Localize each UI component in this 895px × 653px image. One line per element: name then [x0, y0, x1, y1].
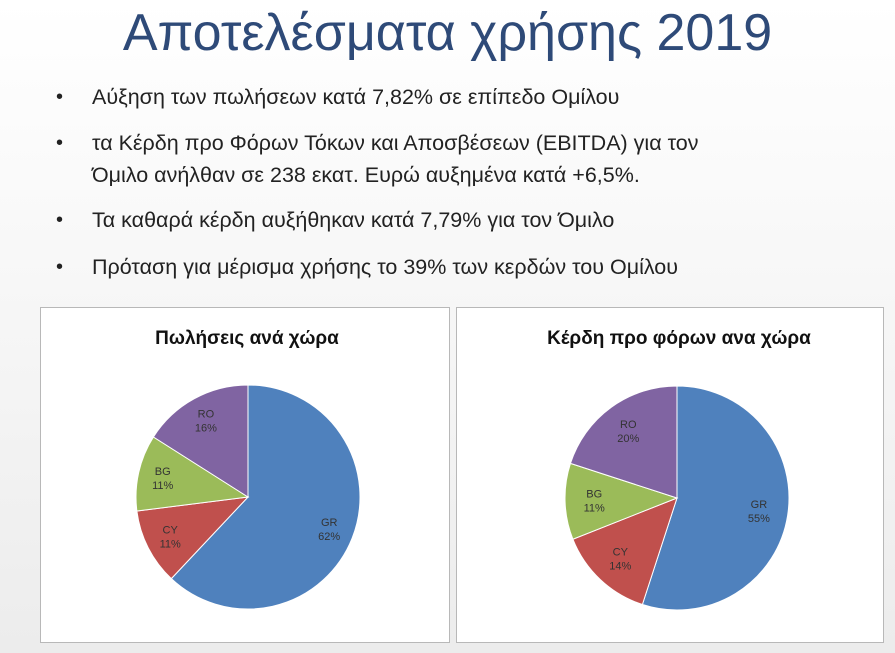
- pie-slice-bg: [564, 462, 679, 540]
- pie-slice-bg: [135, 436, 250, 512]
- slice-value-label: 11%: [584, 503, 605, 515]
- slice-category-label: RO: [620, 419, 637, 431]
- pie-slice-cy: [572, 497, 678, 606]
- pie-slice-ro: [152, 384, 249, 498]
- slice-category-label: BG: [155, 466, 171, 478]
- sales-pie-chart: Πωλήσεις ανά χώρα GR 62% CY 11% BG 11% RO 16%: [135, 328, 361, 610]
- slice-label-gr: GR 55%: [748, 499, 770, 525]
- slice-value-label: 11%: [152, 480, 173, 492]
- bullet-dot: •: [56, 209, 64, 231]
- bullet-text: Τα καθαρά κέρδη αυξήθηκαν κατά 7,79% για…: [92, 208, 615, 232]
- slice-category-label: GR: [751, 499, 768, 511]
- profit-pie-chart: Κέρδη προ φόρων ανα χώρα GR 55% CY 14% BG 11% R…: [547, 328, 811, 611]
- slice-value-label: 11%: [160, 539, 181, 551]
- chart-title: Πωλήσεις ανά χώρα: [155, 328, 339, 349]
- page-title: Αποτελέσματα χρήσης 2019: [122, 4, 773, 62]
- slice-category-label: BG: [586, 489, 602, 501]
- slice-label-ro: RO 16%: [195, 408, 217, 434]
- bullet-text: Όμιλο ανήλθαν σε 238 εκατ. Ευρώ αυξημένα…: [92, 163, 640, 187]
- slice-value-label: 62%: [318, 531, 340, 543]
- sales-chart-panel: Πωλήσεις ανά χώρα GR 62% CY 11% BG 11% RO 16%: [40, 307, 450, 643]
- slice-label-gr: GR 62%: [318, 517, 340, 543]
- slice-value-label: 20%: [617, 433, 639, 445]
- slice-label-cy: CY 11%: [160, 525, 181, 551]
- bullet-text: τα Κέρδη προ Φόρων Τόκων και Αποσβέσεων …: [92, 131, 699, 155]
- chart-title: Κέρδη προ φόρων ανα χώρα: [547, 328, 811, 349]
- slice-category-label: CY: [613, 546, 629, 558]
- pie-slice-ro: [569, 385, 678, 499]
- slice-label-bg: BG 11%: [152, 466, 173, 492]
- bullet-dot: •: [56, 256, 64, 278]
- slice-category-label: RO: [198, 408, 215, 420]
- slice-label-ro: RO 20%: [617, 419, 639, 445]
- bullet-text: Πρόταση για μέρισμα χρήσης το 39% των κε…: [92, 255, 679, 279]
- pie-slice-gr: [641, 385, 790, 611]
- slice-value-label: 14%: [609, 560, 631, 572]
- bullet-dot: •: [56, 132, 64, 154]
- pie-slice-gr: [170, 384, 361, 610]
- slice-label-cy: CY 14%: [609, 546, 631, 572]
- slice-value-label: 55%: [748, 513, 770, 525]
- bullet-text: Αύξηση των πωλήσεων κατά 7,82% σε επίπεδ…: [92, 85, 620, 109]
- slice-category-label: GR: [321, 517, 338, 529]
- profit-chart-panel: Κέρδη προ φόρων ανα χώρα GR 55% CY 14% BG 11% R…: [456, 307, 884, 643]
- bullet-dot: •: [56, 86, 64, 108]
- slice-category-label: CY: [163, 525, 179, 537]
- slice-label-bg: BG 11%: [584, 489, 605, 515]
- pie-slice-cy: [136, 496, 250, 580]
- slice-value-label: 16%: [195, 422, 217, 434]
